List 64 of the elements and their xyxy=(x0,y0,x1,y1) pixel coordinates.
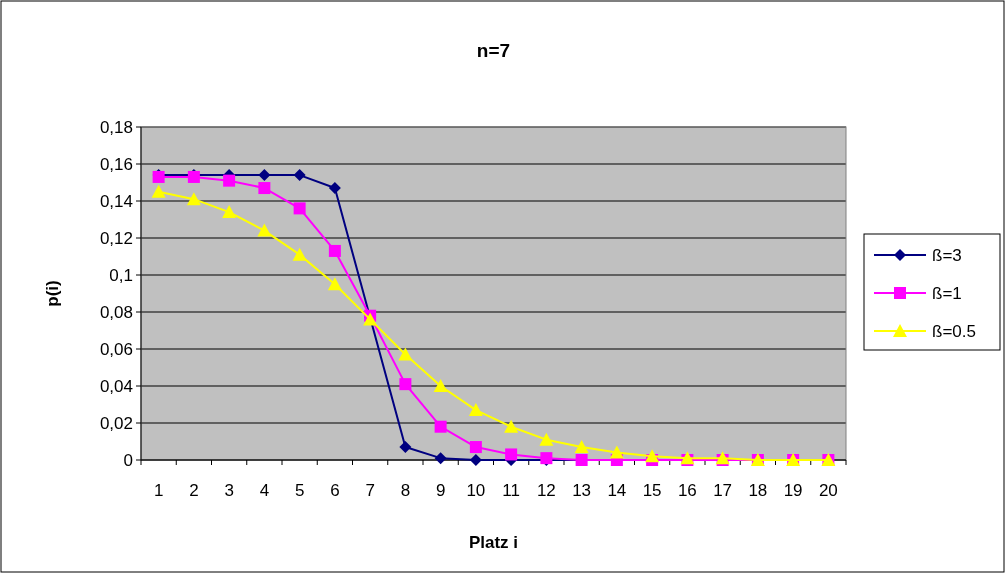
x-axis-title: Platz i xyxy=(468,533,519,552)
point xyxy=(434,420,447,433)
point xyxy=(222,205,237,219)
point xyxy=(399,441,412,454)
legend-label: ß=1 xyxy=(932,283,962,303)
y-tick-label: 0,08 xyxy=(99,302,133,322)
point xyxy=(223,174,236,187)
point xyxy=(504,419,519,433)
point xyxy=(505,448,518,461)
x-tick-label: 5 xyxy=(294,481,305,500)
point xyxy=(539,432,554,446)
point xyxy=(328,244,341,257)
y-tick-label: 0,1 xyxy=(109,265,133,285)
x-tick-label: 14 xyxy=(607,481,627,500)
point xyxy=(151,184,166,198)
x-tick-label: 3 xyxy=(224,481,234,500)
point xyxy=(645,449,660,463)
point xyxy=(257,223,272,237)
point xyxy=(258,169,271,182)
point xyxy=(293,202,306,215)
x-tick-label: 18 xyxy=(748,481,768,500)
point xyxy=(292,247,307,261)
x-tick-label: 19 xyxy=(783,481,803,500)
point xyxy=(293,169,306,182)
x-tick-label: 17 xyxy=(713,481,733,500)
point xyxy=(469,454,482,466)
point xyxy=(186,192,201,206)
y-tick-label: 0,06 xyxy=(99,339,133,359)
point xyxy=(574,440,589,454)
y-tick-label: 0,02 xyxy=(99,413,133,433)
y-axis-title: p(i) xyxy=(43,280,62,307)
x-tick-label: 11 xyxy=(502,481,520,500)
point xyxy=(399,378,412,391)
point xyxy=(468,403,483,417)
x-tick-label: 12 xyxy=(536,481,556,500)
x-tick-label: 6 xyxy=(330,481,340,500)
y-tick-label: 0,12 xyxy=(99,228,133,248)
point xyxy=(327,277,342,291)
y-tick-label: 0,14 xyxy=(99,191,133,211)
y-tick-label: 0 xyxy=(123,450,133,470)
point xyxy=(609,445,624,459)
x-tick-label: 13 xyxy=(572,481,592,500)
y-tick-label: 0,18 xyxy=(99,117,133,137)
x-tick-label: 20 xyxy=(818,481,838,500)
x-tick-label: 7 xyxy=(365,481,375,500)
point xyxy=(398,347,413,361)
x-tick-label: 16 xyxy=(677,481,697,500)
y-tick-label: 0,16 xyxy=(99,154,133,174)
point xyxy=(433,379,448,392)
y-tick-label: 0,04 xyxy=(99,376,133,396)
legend-label: ß=3 xyxy=(932,245,962,265)
point xyxy=(434,452,447,465)
x-tick-label: 15 xyxy=(642,481,662,500)
chart-title: n=7 xyxy=(476,40,511,61)
x-tick-label: 8 xyxy=(400,481,411,500)
legend-label: ß=0.5 xyxy=(932,321,976,341)
point xyxy=(328,182,341,195)
x-tick-label: 4 xyxy=(259,481,270,500)
x-tick-label: 9 xyxy=(435,481,446,500)
point xyxy=(469,441,482,454)
x-tick-label: 2 xyxy=(189,481,199,500)
x-tick-label: 10 xyxy=(466,481,486,500)
x-tick-label: 1 xyxy=(153,481,164,500)
point xyxy=(258,182,271,195)
